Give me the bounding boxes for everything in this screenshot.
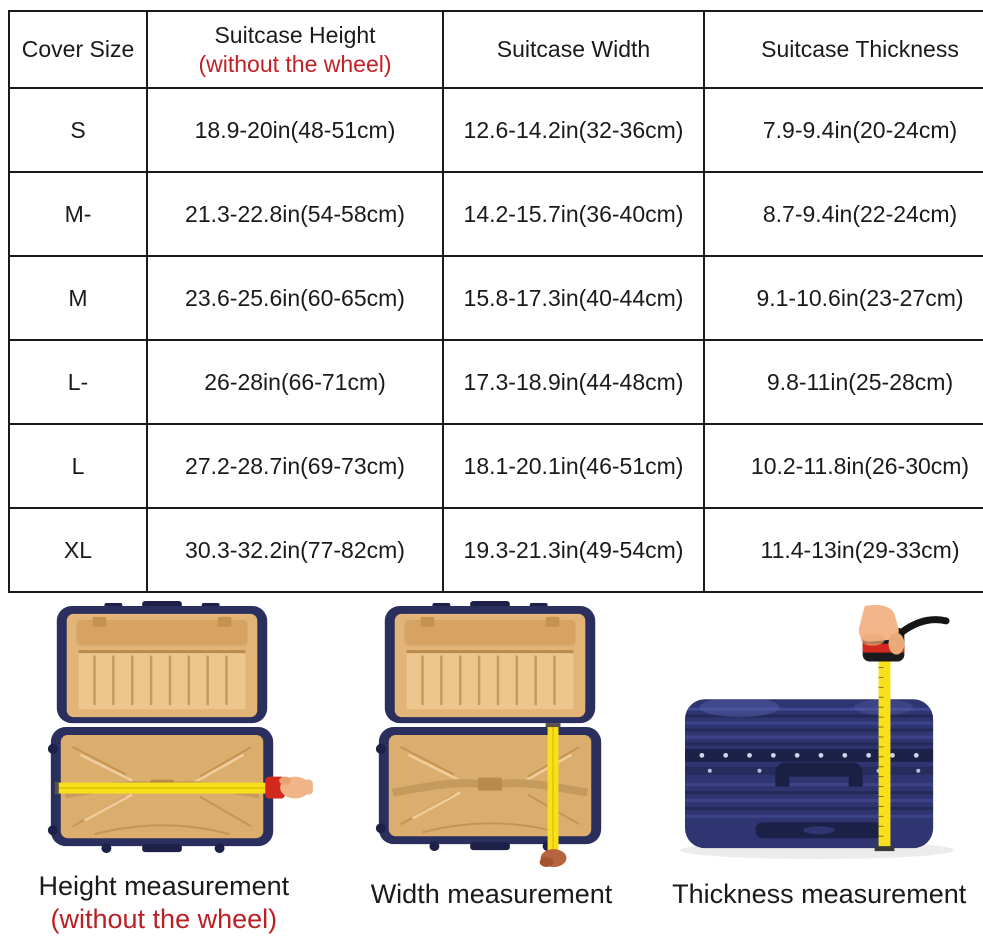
figure-thickness-measurement: Thickness measurement	[655, 596, 983, 937]
cell-width: 18.1-20.1in(46-51cm)	[442, 423, 705, 509]
column-header-cover-size: Cover Size	[8, 10, 148, 89]
table-row-m-minus: M- 21.3-22.8in(54-58cm) 14.2-15.7in(36-4…	[8, 171, 983, 257]
cell-height: 23.6-25.6in(60-65cm)	[146, 255, 444, 341]
hand-icon	[278, 776, 313, 799]
column-header-suitcase-width: Suitcase Width	[442, 10, 705, 89]
header-label: Suitcase Thickness	[761, 36, 959, 63]
caption-main: Height measurement	[38, 871, 290, 901]
hand-icon	[858, 604, 905, 655]
cell-width: 12.6-14.2in(32-36cm)	[442, 87, 705, 173]
header-label: Suitcase Height	[214, 21, 376, 48]
cell-height: 21.3-22.8in(54-58cm)	[146, 171, 444, 257]
table-row-m: M 23.6-25.6in(60-65cm) 15.8-17.3in(40-44…	[8, 255, 983, 341]
cell-thickness: 7.9-9.4in(20-24cm)	[703, 87, 983, 173]
column-header-suitcase-height: Suitcase Height (without the wheel)	[146, 10, 444, 89]
cell-thickness: 9.1-10.6in(23-27cm)	[703, 255, 983, 341]
header-sublabel-without-wheel: (without the wheel)	[198, 50, 392, 77]
cell-height: 18.9-20in(48-51cm)	[146, 87, 444, 173]
size-chart-table: Cover Size Suitcase Height (without the …	[8, 10, 983, 593]
cell-size: L-	[8, 339, 148, 425]
cell-size: XL	[8, 507, 148, 593]
cell-height: 26-28in(66-71cm)	[146, 339, 444, 425]
figure-caption: Width measurement	[371, 878, 613, 911]
table-header-row: Cover Size Suitcase Height (without the …	[8, 10, 983, 89]
cell-thickness: 9.8-11in(25-28cm)	[703, 339, 983, 425]
open-suitcase-horizontal-tape-icon	[47, 600, 313, 854]
open-suitcase-horizontal-tape-icon	[14, 600, 314, 868]
cell-thickness: 10.2-11.8in(26-30cm)	[703, 423, 983, 509]
cell-height: 30.3-32.2in(77-82cm)	[146, 507, 444, 593]
cell-size: M-	[8, 171, 148, 257]
caption-main: Thickness measurement	[672, 879, 967, 909]
closed-suitcase-vertical-tape-icon	[669, 600, 969, 868]
table-row-xl: XL 30.3-32.2in(77-82cm) 19.3-21.3in(49-5…	[8, 507, 983, 593]
hand-icon	[539, 849, 566, 868]
header-label: Suitcase Width	[496, 36, 651, 63]
table-row-l-minus: L- 26-28in(66-71cm) 17.3-18.9in(44-48cm)…	[8, 339, 983, 425]
cell-width: 17.3-18.9in(44-48cm)	[442, 339, 705, 425]
figure-width-measurement: Width measurement	[328, 596, 656, 937]
open-suitcase-vertical-tape-icon	[375, 600, 601, 868]
cell-size: S	[8, 87, 148, 173]
table-row-l: L 27.2-28.7in(69-73cm) 18.1-20.1in(46-51…	[8, 423, 983, 509]
cell-width: 14.2-15.7in(36-40cm)	[442, 171, 705, 257]
cell-size: M	[8, 255, 148, 341]
suitcase-handle	[775, 762, 863, 787]
closed-suitcase-vertical-tape-icon	[680, 604, 955, 860]
figure-caption: Thickness measurement	[672, 878, 966, 911]
caption-main: Width measurement	[370, 879, 613, 909]
table-row-s: S 18.9-20in(48-51cm) 12.6-14.2in(32-36cm…	[8, 87, 983, 173]
measuring-tape	[545, 723, 560, 855]
open-suitcase-vertical-tape-icon	[342, 600, 642, 868]
column-header-suitcase-thickness: Suitcase Thickness	[703, 10, 983, 89]
cell-width: 15.8-17.3in(40-44cm)	[442, 255, 705, 341]
cell-height: 27.2-28.7in(69-73cm)	[146, 423, 444, 509]
figure-caption: Height measurement (without the wheel)	[39, 870, 290, 936]
header-label: Cover Size	[21, 36, 135, 63]
cell-thickness: 8.7-9.4in(22-24cm)	[703, 171, 983, 257]
cell-thickness: 11.4-13in(29-33cm)	[703, 507, 983, 593]
figure-height-measurement: Height measurement (without the wheel)	[0, 596, 328, 937]
cell-width: 19.3-21.3in(49-54cm)	[442, 507, 705, 593]
caption-sub-without-wheel: (without the wheel)	[50, 903, 278, 934]
measurement-figures: Height measurement (without the wheel)	[0, 596, 983, 937]
cell-size: L	[8, 423, 148, 509]
